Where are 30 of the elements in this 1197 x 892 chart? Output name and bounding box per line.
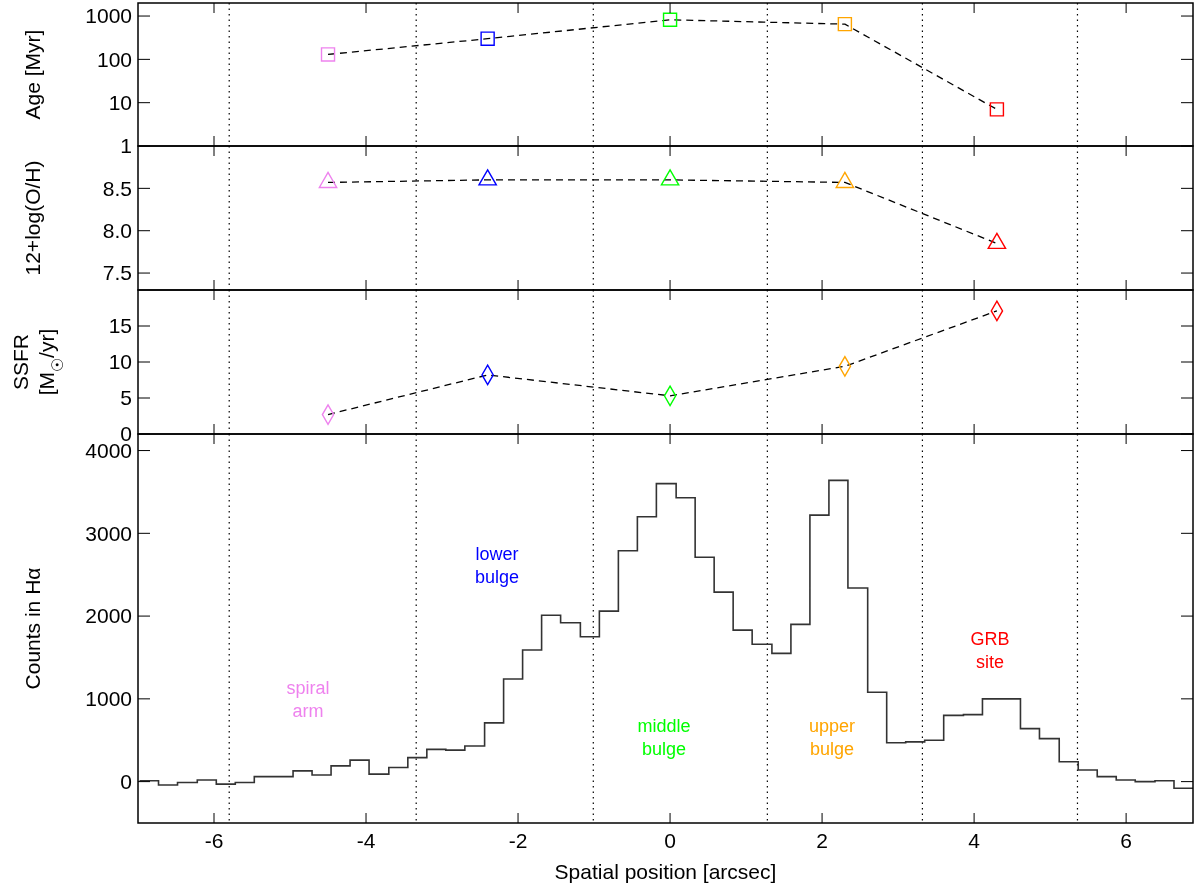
y-tick-label: 7.5 [102, 261, 132, 285]
annotation: GRB site [970, 629, 1010, 673]
y-tick-label: 10 [108, 91, 132, 115]
annotation: middle bulge [637, 716, 691, 760]
y-tick-label: 1 [120, 134, 132, 158]
annotation: spiral arm [286, 678, 330, 722]
y-tick-label: 3000 [85, 521, 132, 545]
y-axis-title: Counts in Hα [21, 567, 44, 690]
y-tick-label: 0 [120, 769, 132, 793]
x-tick-label: -6 [204, 829, 224, 852]
y-tick-label: 1000 [85, 687, 132, 711]
y-tick-label: 8.5 [102, 176, 132, 200]
x-tick-label: 0 [664, 829, 676, 852]
y-axis-title: Age [Myr] [21, 29, 44, 120]
y-tick-label: 5 [120, 386, 132, 410]
x-axis-title: Spatial position [arcsec] [554, 860, 777, 883]
x-tick-label: -2 [508, 829, 528, 852]
x-tick-label: 6 [1120, 829, 1132, 852]
x-tick-label: -4 [356, 829, 376, 852]
y-tick-label: 1000 [85, 4, 132, 28]
y-axis-title: 12+log(O/H) [21, 160, 44, 276]
annotation: lower bulge [474, 544, 520, 588]
x-tick-label: 4 [968, 829, 981, 852]
y-tick-label: 100 [96, 47, 132, 71]
x-tick-label: 2 [816, 829, 828, 852]
y-tick-label: 8.0 [102, 219, 132, 243]
annotation: upper bulge [808, 716, 856, 760]
y-tick-label: 15 [108, 314, 132, 338]
y-tick-label: 10 [108, 350, 132, 374]
y-tick-label: 2000 [85, 604, 132, 628]
